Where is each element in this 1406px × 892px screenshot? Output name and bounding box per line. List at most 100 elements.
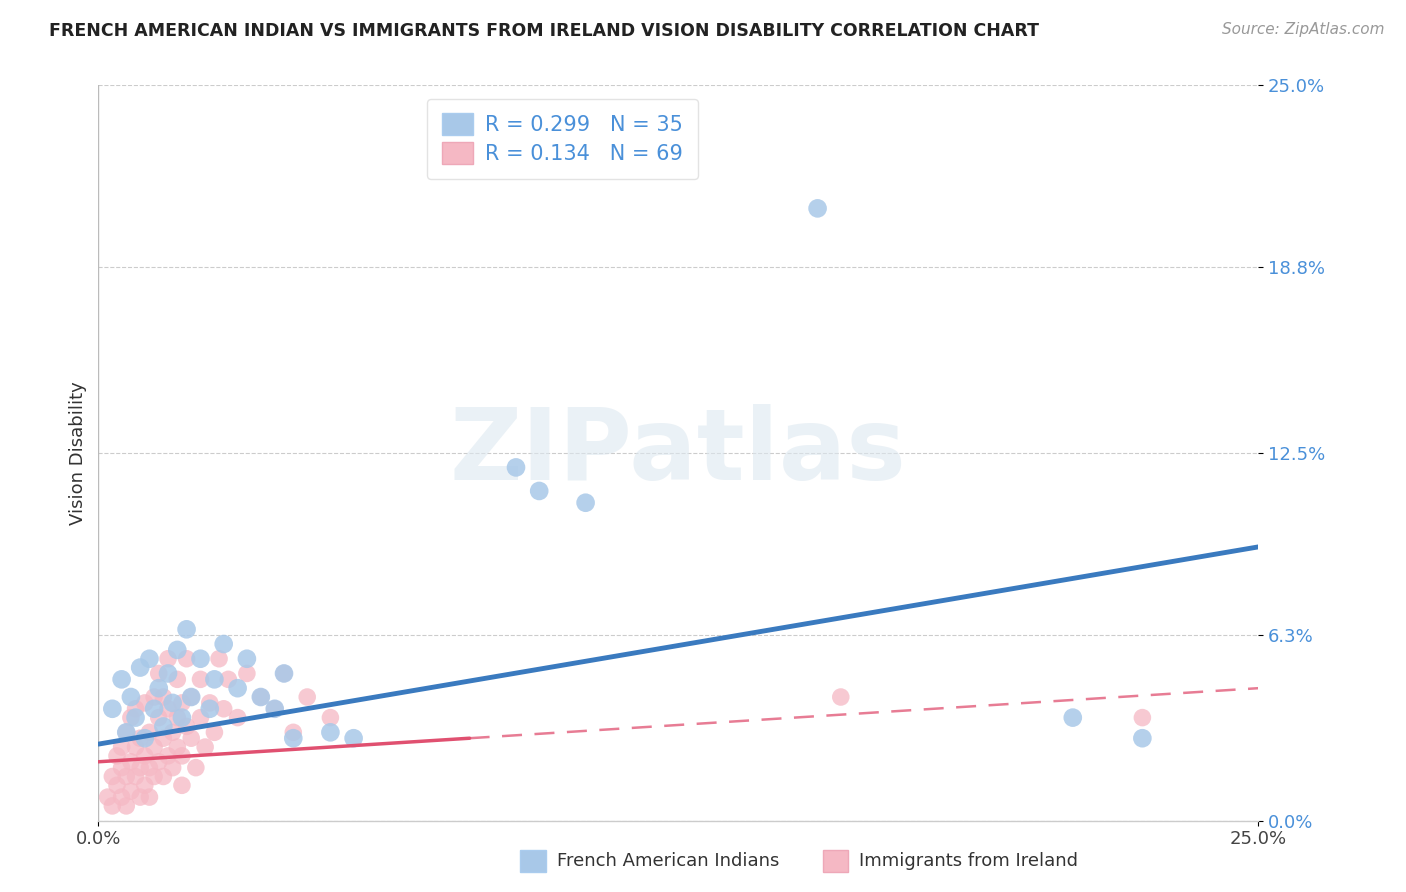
Y-axis label: Vision Disability: Vision Disability <box>69 381 87 524</box>
Point <box>120 784 142 798</box>
Point <box>120 690 142 704</box>
Point <box>184 761 207 775</box>
Text: FRENCH AMERICAN INDIAN VS IMMIGRANTS FROM IRELAND VISION DISABILITY CORRELATION : FRENCH AMERICAN INDIAN VS IMMIGRANTS FRO… <box>49 22 1039 40</box>
Point <box>807 202 830 216</box>
Point <box>157 666 180 681</box>
Point <box>226 681 249 696</box>
Point <box>190 651 212 665</box>
Point <box>170 748 193 763</box>
Point <box>138 651 160 665</box>
Point <box>170 778 193 792</box>
Point <box>170 710 193 724</box>
Point <box>124 702 146 716</box>
Point <box>190 673 212 687</box>
Point <box>198 696 221 710</box>
Point <box>138 725 160 739</box>
Text: French American Indians: French American Indians <box>557 852 779 871</box>
Point <box>505 460 527 475</box>
Point <box>166 643 188 657</box>
Point <box>180 731 202 746</box>
Point <box>120 710 142 724</box>
Point <box>115 799 138 814</box>
Point <box>111 790 132 805</box>
Point <box>115 725 138 739</box>
Point <box>157 748 180 763</box>
Point <box>273 666 295 681</box>
Point <box>124 769 146 784</box>
Point <box>250 690 273 704</box>
Point <box>212 637 235 651</box>
Point <box>134 731 156 746</box>
Text: Immigrants from Ireland: Immigrants from Ireland <box>859 852 1078 871</box>
Point <box>124 710 146 724</box>
Point <box>134 778 156 792</box>
Legend: R = 0.299   N = 35, R = 0.134   N = 69: R = 0.299 N = 35, R = 0.134 N = 69 <box>427 99 697 178</box>
Point <box>115 769 138 784</box>
Point <box>180 690 202 704</box>
Point <box>208 651 231 665</box>
Point <box>343 731 366 746</box>
Point <box>176 651 198 665</box>
Point <box>138 761 160 775</box>
Point <box>129 790 152 805</box>
Point <box>101 799 124 814</box>
Point <box>283 731 305 746</box>
Point <box>129 731 152 746</box>
Point <box>105 778 128 792</box>
Point <box>143 769 166 784</box>
Point <box>134 696 156 710</box>
Point <box>319 710 342 724</box>
Text: Source: ZipAtlas.com: Source: ZipAtlas.com <box>1222 22 1385 37</box>
Point <box>830 690 852 704</box>
Point <box>574 496 596 510</box>
Point <box>111 673 132 687</box>
Point <box>134 748 156 763</box>
Point <box>148 666 170 681</box>
Point <box>143 690 166 704</box>
Point <box>152 690 174 704</box>
Point <box>101 769 124 784</box>
Point <box>97 790 120 805</box>
Point <box>162 696 184 710</box>
Point <box>319 725 342 739</box>
Point <box>148 710 170 724</box>
Point <box>190 710 212 724</box>
Point <box>148 755 170 769</box>
Point <box>226 710 249 724</box>
Point <box>204 725 226 739</box>
Point <box>176 623 198 637</box>
Point <box>162 725 184 739</box>
Point <box>157 651 180 665</box>
Point <box>166 740 188 755</box>
Point <box>166 710 188 724</box>
Point <box>157 702 180 716</box>
Point <box>263 702 285 716</box>
Point <box>148 681 170 696</box>
Point <box>1132 710 1154 724</box>
Point <box>143 740 166 755</box>
Point <box>115 725 138 739</box>
Point <box>120 755 142 769</box>
Point <box>236 651 259 665</box>
Point <box>529 483 551 498</box>
Point <box>297 690 319 704</box>
Point <box>166 673 188 687</box>
Point <box>250 690 273 704</box>
Point <box>236 666 259 681</box>
Point <box>1132 731 1154 746</box>
Text: ZIPatlas: ZIPatlas <box>450 404 907 501</box>
Point <box>283 725 305 739</box>
Point <box>111 761 132 775</box>
Point <box>152 719 174 733</box>
Point <box>129 660 152 674</box>
Point <box>170 696 193 710</box>
Point <box>1062 710 1084 724</box>
Point <box>263 702 285 716</box>
Point <box>198 702 221 716</box>
Point <box>143 702 166 716</box>
Point <box>180 690 202 704</box>
Point <box>212 702 235 716</box>
Point <box>105 748 128 763</box>
Point <box>273 666 295 681</box>
Point <box>162 761 184 775</box>
